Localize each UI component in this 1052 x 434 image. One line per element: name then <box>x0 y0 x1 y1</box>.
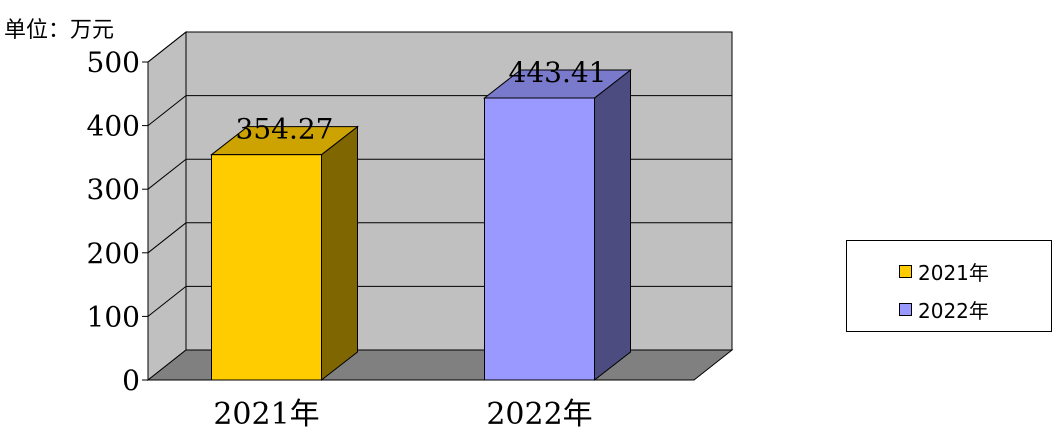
y-tick-label: 400 <box>87 110 140 143</box>
x-tick-label: 2022年 <box>486 397 592 432</box>
y-tick-label: 100 <box>87 300 140 333</box>
legend: 2021年 2022年 <box>846 240 1052 332</box>
y-axis: 0 100 200 300 400 500 <box>87 46 149 397</box>
bar-2021年: 354.27 <box>210 113 359 382</box>
bars: 354.27 443.41 <box>210 56 632 382</box>
bar-front-face <box>211 154 322 381</box>
y-tick-label: 300 <box>87 173 140 206</box>
bar-value-label: 443.41 <box>509 56 607 89</box>
legend-item-2022: 2022年 <box>899 295 989 324</box>
legend-swatch-2021 <box>899 265 912 278</box>
y-tick-label: 500 <box>87 46 140 79</box>
bar-2022年: 443.41 <box>483 56 632 382</box>
side-wall <box>147 30 187 382</box>
bar-front-face <box>484 97 595 381</box>
bar-value-label: 354.27 <box>236 113 334 146</box>
bar-side-face <box>321 125 358 382</box>
legend-label-2021: 2021年 <box>918 261 989 285</box>
legend-label-2022: 2022年 <box>918 299 989 323</box>
unit-label: 单位：万元 <box>4 18 115 43</box>
x-tick-label: 2021年 <box>213 397 319 432</box>
bar-side-face <box>594 68 631 382</box>
legend-item-2021: 2021年 <box>899 257 989 286</box>
gridline <box>147 31 732 63</box>
x-axis: 2021年 2022年 <box>148 379 694 432</box>
legend-swatch-2022 <box>899 303 912 316</box>
y-tick-label: 0 <box>122 364 140 397</box>
y-tick-label: 200 <box>87 237 140 270</box>
